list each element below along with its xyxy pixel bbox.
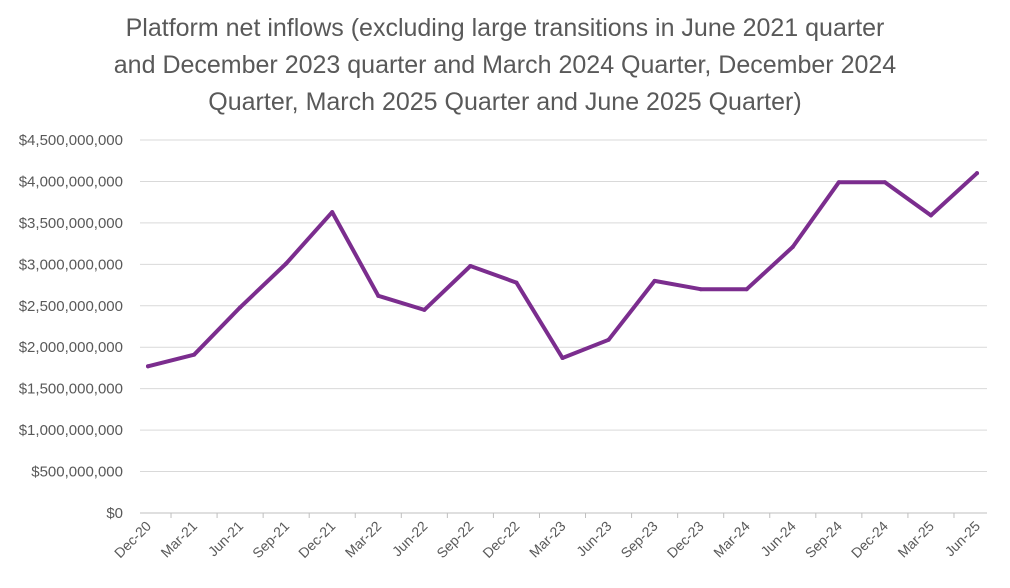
data-point bbox=[514, 280, 519, 285]
x-tick-label: Mar-25 bbox=[894, 518, 937, 561]
x-tick-label: Jun-24 bbox=[757, 518, 799, 560]
data-point bbox=[146, 364, 150, 369]
y-tick-label: $4,500,000,000 bbox=[19, 132, 123, 149]
series-layer bbox=[146, 171, 979, 369]
x-axis-tick-marks bbox=[170, 513, 955, 518]
y-tick-label: $1,500,000,000 bbox=[19, 381, 123, 398]
data-point bbox=[975, 171, 979, 176]
x-tick-label: Mar-21 bbox=[157, 518, 200, 561]
chart-title: Platform net inflows (excluding large tr… bbox=[0, 10, 1010, 121]
y-tick-label: $2,000,000,000 bbox=[19, 339, 123, 356]
x-axis-tick-labels: Dec-20 Mar-21 Jun-21 Sep-21 Dec-21 Mar-22 Jun-… bbox=[111, 518, 983, 561]
x-tick-label: Sep-21 bbox=[249, 518, 292, 561]
y-tick-label: $500,000,000 bbox=[31, 464, 123, 481]
chart-title-line-2: and December 2023 quarter and March 2024… bbox=[113, 51, 897, 79]
x-tick-label: Dec-21 bbox=[295, 518, 338, 561]
data-point bbox=[606, 337, 611, 342]
x-tick-label: Dec-23 bbox=[664, 518, 707, 561]
data-point bbox=[468, 263, 473, 268]
data-point bbox=[928, 213, 933, 218]
chart-title-line-3: Quarter, March 2025 Quarter and June 202… bbox=[208, 88, 802, 116]
x-tick-label: Dec-24 bbox=[848, 518, 891, 561]
y-tick-label: $4,000,000,000 bbox=[19, 173, 123, 190]
x-tick-label: Dec-20 bbox=[111, 518, 154, 561]
data-point bbox=[284, 261, 289, 266]
gridlines bbox=[140, 139, 987, 514]
y-tick-label: $2,500,000,000 bbox=[19, 298, 123, 315]
y-tick-label: $1,000,000,000 bbox=[19, 422, 123, 439]
y-tick-label: $3,500,000,000 bbox=[19, 215, 123, 232]
data-point bbox=[330, 210, 335, 215]
x-tick-label: Jun-25 bbox=[942, 518, 984, 560]
data-point bbox=[790, 244, 795, 249]
data-point bbox=[698, 287, 703, 292]
x-tick-label: Sep-24 bbox=[802, 518, 845, 561]
x-tick-label: Dec-22 bbox=[479, 518, 522, 561]
series-line bbox=[146, 171, 979, 369]
data-point bbox=[744, 287, 749, 292]
y-axis-tick-labels: $0 $500,000,000 $1,000,000,000 $1,500,000,0… bbox=[19, 132, 123, 522]
y-tick-label: $0 bbox=[106, 505, 123, 522]
x-tick-label: Mar-23 bbox=[526, 518, 569, 561]
chart-title-line-1: Platform net inflows (excluding large tr… bbox=[125, 14, 885, 42]
x-tick-label: Jun-22 bbox=[389, 518, 431, 560]
x-tick-label: Sep-22 bbox=[433, 518, 476, 561]
x-tick-label: Mar-24 bbox=[710, 518, 753, 561]
data-point bbox=[560, 355, 565, 360]
data-point bbox=[376, 293, 381, 298]
x-tick-label: Jun-23 bbox=[573, 518, 615, 560]
data-point bbox=[882, 180, 887, 185]
data-point bbox=[422, 307, 427, 312]
data-point bbox=[238, 305, 243, 310]
y-tick-label: $3,000,000,000 bbox=[19, 256, 123, 273]
x-tick-label: Mar-22 bbox=[342, 518, 385, 561]
data-point bbox=[192, 352, 197, 357]
data-point bbox=[652, 278, 657, 283]
x-tick-label: Jun-21 bbox=[205, 518, 247, 560]
data-point bbox=[836, 180, 841, 185]
x-tick-label: Sep-23 bbox=[617, 518, 660, 561]
